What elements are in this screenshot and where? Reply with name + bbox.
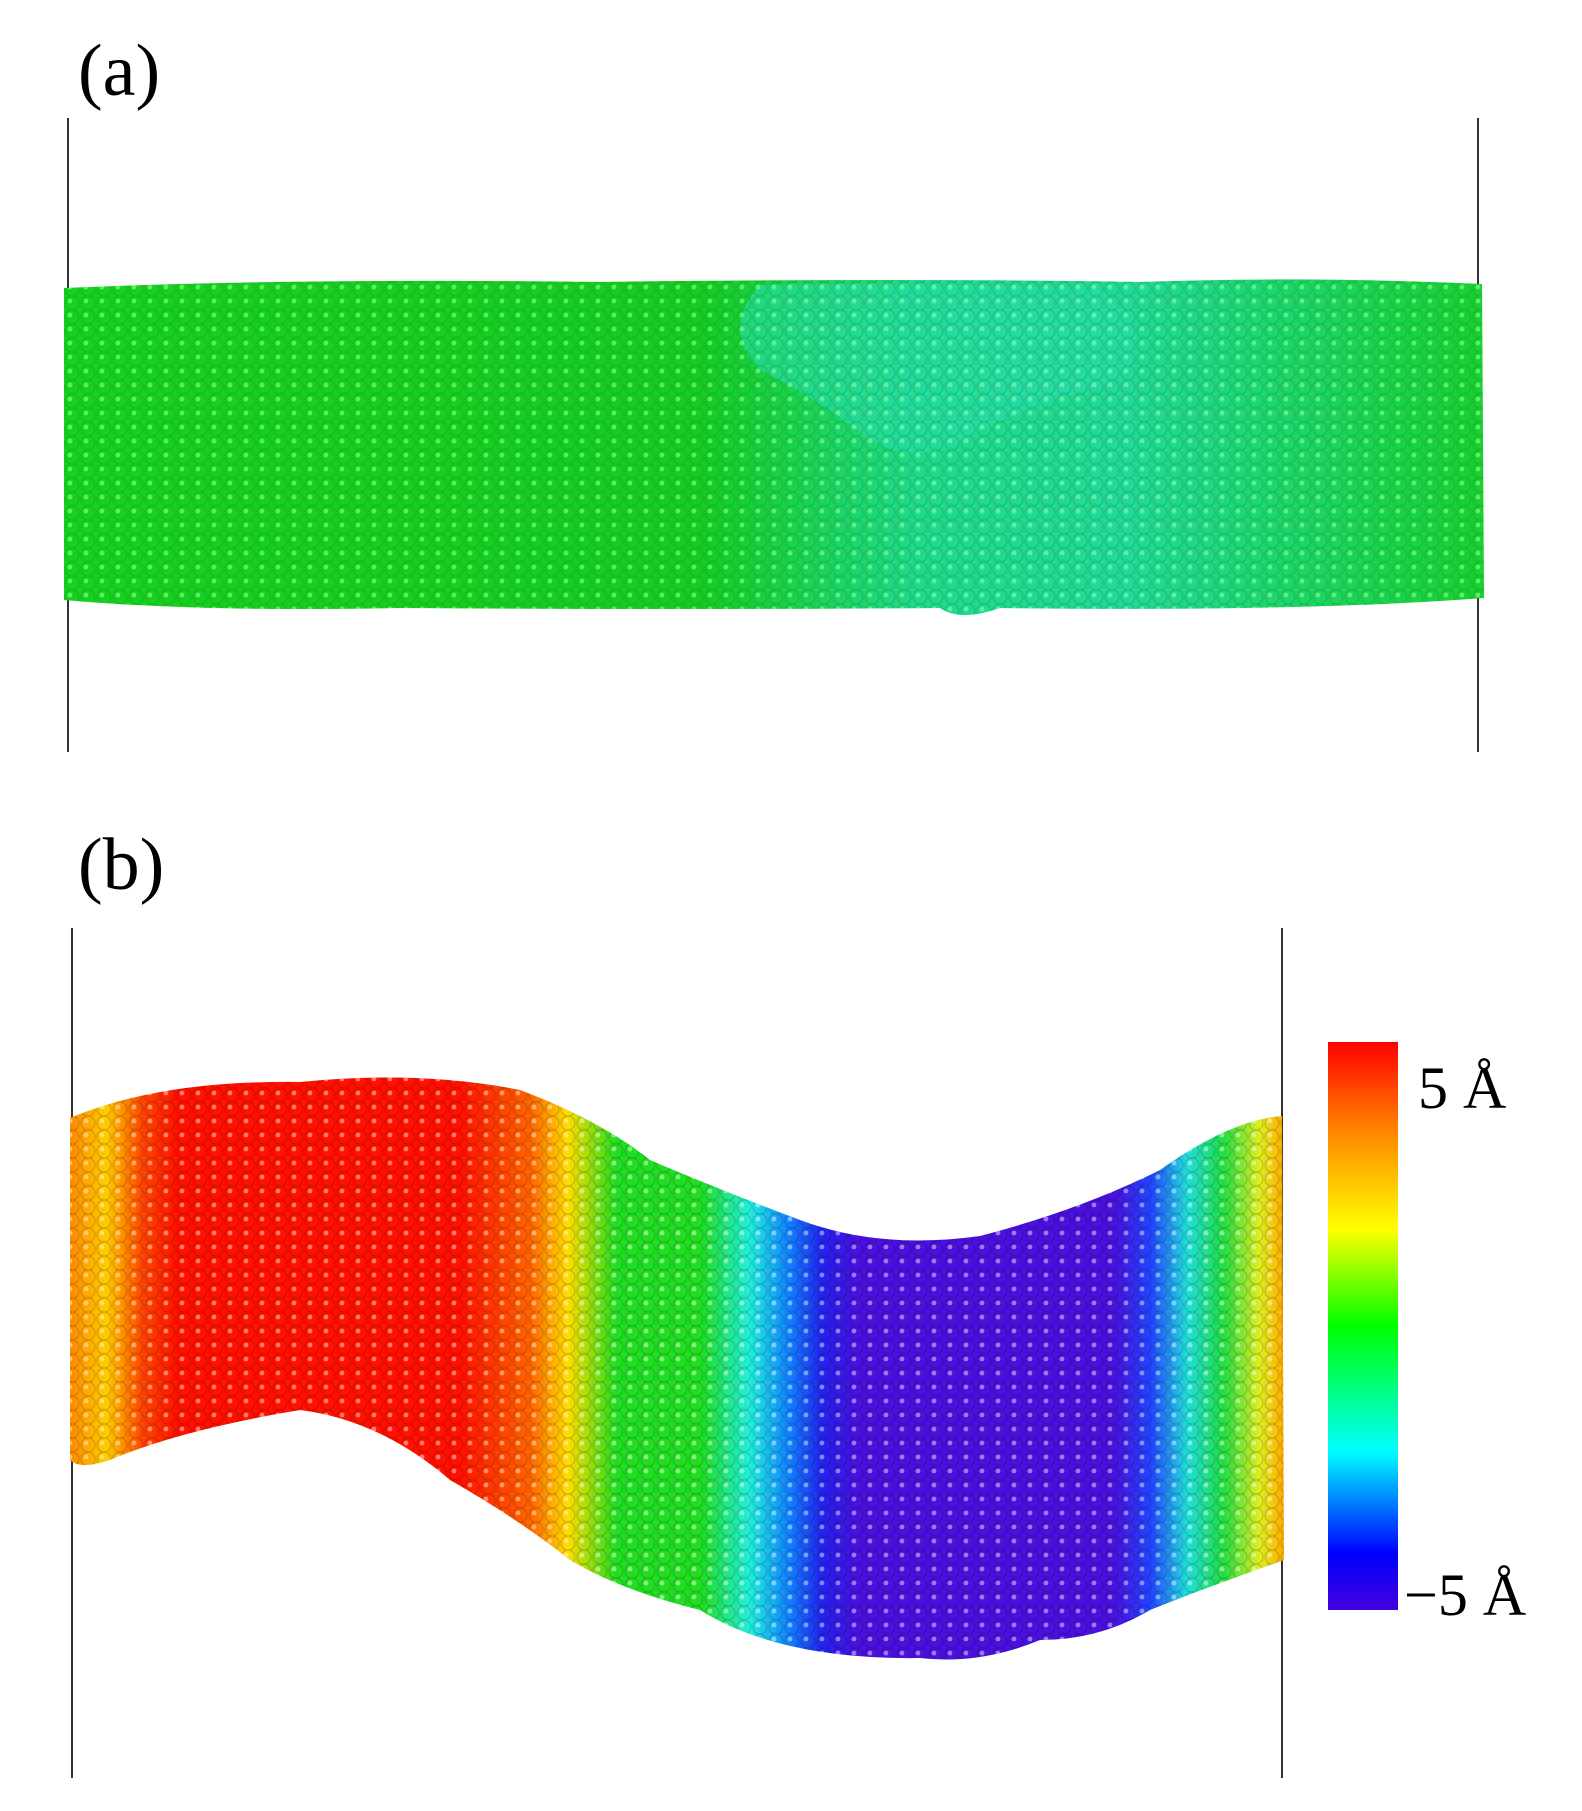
flat-atom-slab-scene: [64, 118, 1484, 752]
colorbar-max-label: 5 Å: [1418, 1055, 1507, 1121]
slab-atoms-a: [64, 279, 1484, 615]
buckled-atom-slab-scene: [70, 928, 1284, 1778]
colorbar-min-label: −5 Å: [1404, 1562, 1527, 1628]
buckled-slab-atoms-b: [70, 1077, 1284, 1660]
panel-label-a: (a): [78, 30, 161, 112]
panel-label-b: (b): [78, 824, 165, 906]
displacement-colorbar: [1328, 1042, 1398, 1610]
